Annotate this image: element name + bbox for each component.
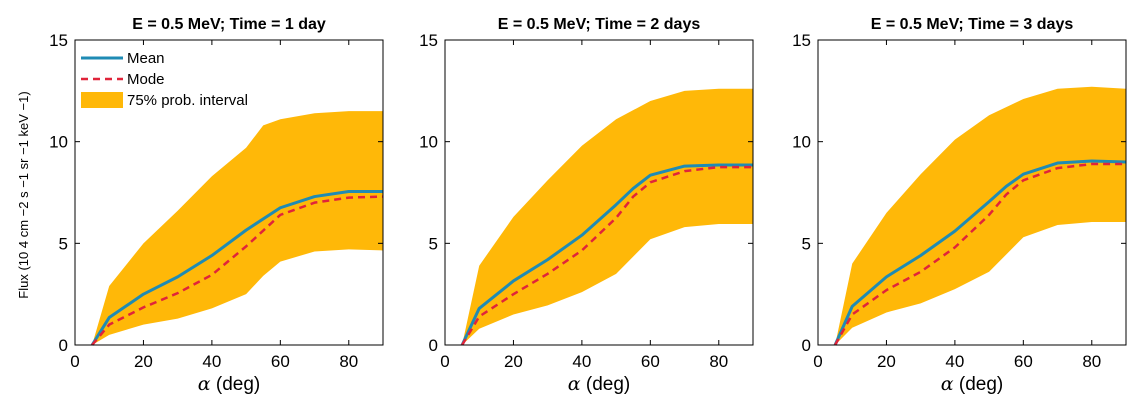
y-tick-label: 10 — [49, 133, 68, 152]
axes-box — [444, 39, 754, 346]
x-tick-label: 60 — [641, 352, 660, 371]
x-axis-label-unit: (deg) — [211, 374, 261, 395]
y-tick-label: 10 — [792, 133, 811, 152]
x-tick-label: 80 — [709, 352, 728, 371]
y-tick-label: 0 — [59, 336, 68, 355]
x-axis-label: α (deg) — [198, 373, 260, 395]
mean-series-line — [460, 163, 753, 346]
x-tick-label: 40 — [202, 352, 221, 371]
mode-series-line — [834, 162, 1126, 346]
legend-mean-label: Mean — [127, 50, 165, 67]
x-tick-label: 40 — [945, 352, 964, 371]
x-tick-label: 20 — [134, 352, 153, 371]
chart-panel-1: 0 20 40 60 80 0 5 10 15 E = 0.5 MeV; Time = 1 day… — [49, 16, 384, 395]
y-tick-label: 5 — [429, 234, 438, 253]
y-tick-label: 10 — [419, 133, 438, 152]
legend: Mean Mode 75% prob. interval — [81, 50, 248, 109]
x-tick-label: 0 — [70, 352, 79, 371]
y-tick-label: 5 — [59, 234, 68, 253]
y-tick-label: 5 — [802, 234, 811, 253]
chart-panel-3: 0 20 40 60 80 0 5 10 15 E = 0.5 MeV; Time = 3 day… — [792, 16, 1127, 395]
axes-box — [74, 39, 384, 346]
y-tick-label: 15 — [792, 31, 811, 50]
x-tick-label: 60 — [271, 352, 290, 371]
x-tick-label: 80 — [1082, 352, 1101, 371]
x-axis-label: α (deg) — [568, 373, 630, 395]
legend-interval-label: 75% prob. interval — [127, 92, 248, 109]
x-axis-label: α (deg) — [941, 373, 1003, 395]
y-axis-label: Flux (10 4 cm −2 s −1 sr −1 keV −1) — [16, 91, 31, 298]
x-axis-label-symbol: α — [198, 373, 211, 395]
x-axis-label-symbol: α — [568, 373, 581, 395]
y-tick-label: 15 — [49, 31, 68, 50]
x-tick-label: 40 — [572, 352, 591, 371]
panel-title: E = 0.5 MeV; Time = 3 days — [871, 16, 1074, 33]
legend-mode-label: Mode — [127, 71, 165, 88]
y-tick-label: 15 — [419, 31, 438, 50]
x-tick-label: 80 — [339, 352, 358, 371]
x-tick-label: 20 — [877, 352, 896, 371]
y-axis-label-text: Flux (10 4 cm −2 s −1 sr −1 keV −1) — [16, 91, 31, 298]
y-tick-label: 0 — [802, 336, 811, 355]
chart-panel-2: 0 20 40 60 80 0 5 10 15 E = 0.5 MeV; Time = 2 day… — [419, 16, 754, 395]
x-axis-label-symbol: α — [941, 373, 954, 395]
y-tick-label: 0 — [429, 336, 438, 355]
panel-title: E = 0.5 MeV; Time = 2 days — [498, 16, 701, 33]
probability-interval-band — [92, 111, 383, 346]
x-tick-label: 20 — [504, 352, 523, 371]
mean-series-line — [90, 189, 383, 346]
legend-interval-swatch — [81, 92, 123, 108]
x-tick-label: 0 — [813, 352, 822, 371]
panel-title: E = 0.5 MeV; Time = 1 day — [132, 16, 326, 33]
x-tick-label: 60 — [1014, 352, 1033, 371]
mean-series-line — [833, 159, 1127, 346]
mode-series-line — [461, 165, 753, 346]
x-tick-label: 0 — [440, 352, 449, 371]
probability-interval-band — [835, 86, 1126, 346]
x-axis-label-unit: (deg) — [954, 374, 1004, 395]
x-axis-label-unit: (deg) — [581, 374, 631, 395]
axes-box — [817, 39, 1127, 346]
